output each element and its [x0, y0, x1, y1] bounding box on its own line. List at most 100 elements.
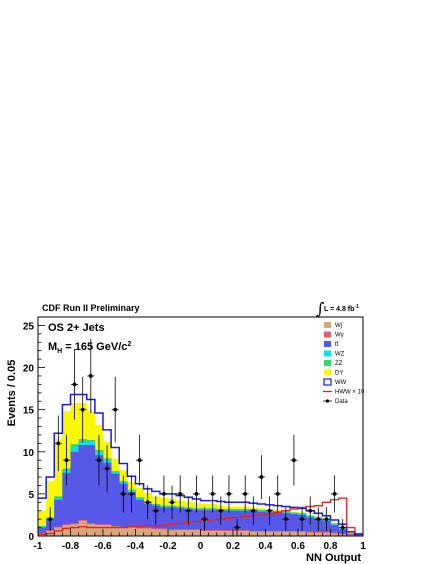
bar-ttbar-15 [159, 507, 169, 536]
legend-item-Wg: Wγ [324, 331, 344, 339]
bar-Wj-6 [86, 524, 96, 536]
x-tick-label: 1 [360, 541, 366, 552]
bar-ttbar-27 [257, 511, 266, 536]
data-point-30 [290, 434, 298, 486]
plot-area: -1 -0.8 -0.6 -0.4 -0.2 0 0.2 0.4 0.6 0.8 105101520… [23, 316, 366, 552]
luminosity-text: L = 4.8 fb-1 [324, 304, 359, 313]
legend-swatch [324, 369, 331, 376]
legend-swatch [324, 350, 331, 357]
bar-Wj-34 [314, 532, 323, 536]
bar-ttbar-5 [78, 445, 88, 536]
bar-Wj-23 [224, 530, 234, 536]
bar-Wj-8 [103, 525, 112, 536]
luminosity-value: L = 4.8 fb [324, 306, 354, 313]
bar-Wj-33 [306, 532, 315, 536]
bar-Wj-28 [265, 531, 274, 536]
legend-item-DY: DY [324, 369, 343, 377]
bar-ttbar-16 [168, 507, 177, 536]
data-point-10 [127, 475, 135, 513]
bar-ttbar-8 [103, 462, 112, 536]
bar-Wj-29 [273, 531, 283, 536]
legend: Wj Wγ tt̄ WZ ZZ DY WW HWW × 10 Data [323, 322, 365, 405]
bar-ttbar-6 [86, 445, 96, 536]
data-point-35 [331, 475, 339, 513]
bar-ttbar-19 [192, 509, 201, 536]
data-point-20 [209, 475, 217, 513]
bar-DY-0 [38, 510, 47, 536]
bar-ttbar-9 [111, 473, 120, 536]
bar-ttbar-11 [127, 492, 136, 536]
x-tick-label: 0 [198, 541, 204, 552]
legend-label: tt̄ [335, 341, 339, 348]
bar-Wj-10 [119, 527, 128, 536]
bar-Wj-7 [94, 525, 104, 536]
bar-Wj-18 [184, 530, 193, 536]
y-tick-label: 5 [28, 490, 34, 501]
bar-Wj-9 [111, 526, 120, 536]
y-tick-label: 25 [23, 321, 35, 332]
x-tick-label: -0.8 [62, 541, 80, 552]
data-point-19 [201, 507, 209, 531]
bar-ttbar-17 [176, 508, 185, 536]
data-point-11 [136, 434, 144, 486]
legend-label: WZ [335, 352, 345, 358]
bar-ttbar-0 [38, 527, 47, 536]
bar-ttbar-12 [135, 499, 144, 536]
data-point-9 [119, 475, 127, 513]
legend-swatch [324, 331, 331, 338]
data-point-34 [322, 507, 330, 531]
x-tick-label: 0.4 [259, 541, 273, 552]
bar-ttbar-2 [54, 499, 63, 536]
data-point-25 [249, 496, 257, 526]
y-tick-label: 20 [23, 364, 35, 375]
legend-label: Wj [335, 323, 342, 329]
data-point-15 [168, 485, 176, 520]
mass-unit-sup: 2 [127, 341, 131, 348]
channel-annotation: OS 2+ Jets [48, 322, 105, 334]
bar-ttbar-21 [208, 509, 218, 536]
legend-item-ttbar: tt̄ [324, 341, 339, 348]
data-point-24 [241, 475, 249, 513]
legend-item-WZ: WZ [324, 350, 345, 358]
bar-Wj-26 [249, 531, 258, 536]
legend-label: ZZ [335, 361, 343, 367]
data-point-28 [274, 475, 282, 513]
legend-item-Data: Data [323, 399, 348, 405]
bar-Wj-15 [159, 529, 169, 536]
legend-item-HWW: HWW × 10 [323, 390, 365, 396]
legend-swatch [323, 378, 332, 386]
data-point-33 [314, 507, 322, 531]
x-axis-label: NN Output [306, 552, 361, 564]
legend-swatch [325, 399, 330, 403]
y-tick-label: 0 [28, 532, 34, 543]
bar-Wj-22 [216, 530, 226, 536]
data-point-4 [79, 376, 87, 443]
data-point-1 [54, 415, 62, 472]
bar-Wj-11 [127, 527, 136, 536]
data-point-26 [257, 455, 265, 499]
bar-Wj-12 [135, 528, 144, 536]
data-point-22 [225, 475, 233, 513]
x-tick-label: 0.8 [324, 541, 338, 552]
mass-value: = 165 GeV/c [62, 341, 127, 353]
data-point-7 [103, 445, 111, 493]
bar-Wj-17 [176, 530, 185, 536]
legend-item-Wj: Wj [324, 322, 342, 329]
data-point-12 [144, 485, 152, 520]
hww-signal-line [38, 497, 363, 535]
bar-Wj-35 [322, 532, 331, 536]
x-tick-label: -0.4 [127, 541, 145, 552]
data-points [46, 338, 347, 536]
bar-ttbar-29 [273, 512, 283, 536]
bar-Wj-21 [208, 530, 218, 536]
bar-Wj-3 [62, 525, 71, 536]
bar-Wj-31 [289, 531, 299, 536]
data-point-2 [62, 434, 70, 486]
bar-Wj-13 [143, 528, 153, 536]
data-point-8 [111, 376, 119, 443]
legend-item-WW: WW [323, 378, 347, 386]
hww-step-line [38, 497, 363, 535]
data-point-16 [176, 475, 184, 513]
x-tick-label: 0.6 [291, 541, 305, 552]
legend-swatch [324, 360, 331, 366]
